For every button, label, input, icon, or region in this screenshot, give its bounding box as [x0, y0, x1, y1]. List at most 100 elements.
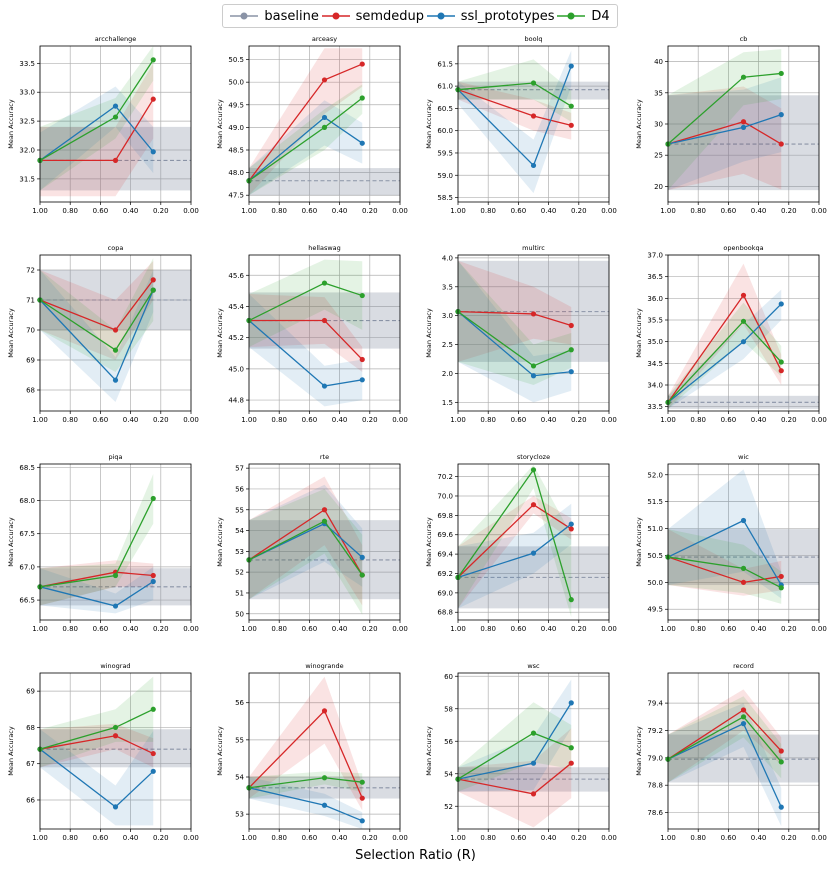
legend-item-D4: D4: [557, 9, 610, 24]
subplot-boolq: boolq Mean Accuracy 1.00 0.80 0.60 0.40 0.20 0.…: [425, 35, 617, 215]
y-tick-label: 69: [26, 688, 35, 696]
y-tick-label: 58.5: [437, 194, 453, 202]
plot-frame: [39, 463, 192, 621]
x-tick-label: 0.40: [332, 207, 348, 215]
baseline-band: [249, 168, 400, 196]
band-semdedup: [249, 676, 363, 811]
subplot-ylabel: Mean Accuracy: [7, 99, 15, 149]
point-ssl_prototypes: [530, 373, 537, 379]
point-ssl_prototypes: [112, 377, 119, 383]
y-tick-label: 45.6: [228, 272, 244, 280]
plot-frame: [457, 45, 610, 203]
x-tick-label: 0.80: [62, 416, 78, 424]
y-tick-label: 79.2: [647, 727, 663, 735]
band-semdedup: [249, 294, 363, 372]
x-tick-label: 0.40: [541, 834, 557, 842]
point-ssl_prototypes: [112, 103, 119, 109]
y-tick-label: 61.0: [437, 83, 453, 91]
point-D4: [568, 745, 574, 751]
band-ssl_prototypes: [40, 729, 154, 826]
x-tick-label: 0.00: [811, 834, 827, 842]
plot-frame: [39, 672, 192, 830]
point-semdedup: [112, 157, 119, 163]
x-tick-label: 0.00: [601, 625, 617, 633]
point-D4: [150, 706, 156, 712]
y-tick-label: 54: [235, 527, 244, 535]
subplot-ylabel: Mean Accuracy: [425, 517, 433, 567]
point-D4: [150, 287, 156, 293]
point-D4: [321, 280, 328, 286]
point-semdedup: [740, 707, 747, 713]
y-tick-label: 69.0: [437, 589, 453, 597]
band-D4: [668, 302, 782, 409]
x-tick-label: 0.80: [271, 834, 287, 842]
y-tick-label: 35.0: [647, 338, 663, 346]
x-tick-label: 0.80: [62, 834, 78, 842]
point-D4: [740, 565, 747, 571]
x-tick-label: 0.20: [571, 207, 587, 215]
x-tick-label: 0.40: [123, 207, 139, 215]
y-tick-label: 32.5: [19, 118, 35, 126]
baseline-band: [668, 95, 819, 191]
y-tick-label: 20: [654, 183, 663, 191]
x-tick-label: 0.40: [123, 416, 139, 424]
point-ssl_prototypes: [530, 550, 537, 556]
x-tick-label: 1.00: [241, 416, 257, 424]
subplot-title: copa: [108, 244, 124, 252]
point-ssl_prototypes: [112, 603, 119, 609]
point-semdedup: [530, 311, 537, 317]
plot-frame: [457, 254, 610, 412]
subplot-rte: rte Mean Accuracy 1.00 0.80 0.60 0.40 0.20 0.00…: [216, 453, 408, 633]
y-tick-label: 4.0: [442, 254, 453, 262]
subplot-title: wsc: [527, 662, 540, 670]
y-tick-label: 78.6: [647, 809, 663, 817]
x-tick-label: 0.20: [153, 416, 169, 424]
x-tick-label: 0.60: [302, 207, 318, 215]
y-tick-label: 48.5: [228, 147, 244, 155]
legend-label-semdedup: semdedup: [355, 8, 425, 24]
plot-frame: [667, 254, 820, 412]
x-tick-label: 0.60: [302, 625, 318, 633]
point-D4: [568, 597, 574, 603]
y-tick-label: 68: [26, 387, 35, 395]
band-ssl_prototypes: [668, 703, 782, 827]
x-tick-label: 0.00: [392, 834, 408, 842]
x-tick-label: 0.40: [123, 834, 139, 842]
y-tick-label: 59.5: [437, 149, 453, 157]
point-D4: [530, 730, 537, 736]
y-tick-label: 50.5: [228, 56, 244, 64]
point-semdedup: [778, 748, 784, 754]
subplot-ylabel: Mean Accuracy: [7, 308, 15, 358]
x-tick-label: 1.00: [660, 207, 676, 215]
y-tick-label: 60.5: [437, 105, 453, 113]
x-tick-label: 0.20: [571, 416, 587, 424]
subplot-multirc: multirc Mean Accuracy 1.00 0.80 0.60 0.40 0.20…: [425, 244, 617, 424]
x-tick-label: 0.20: [362, 207, 378, 215]
y-tick-label: 33.5: [647, 403, 663, 411]
y-tick-label: 36.5: [647, 273, 663, 281]
band-ssl_prototypes: [249, 294, 363, 407]
subplot-title: wic: [738, 453, 749, 461]
x-tick-label: 0.20: [153, 625, 169, 633]
x-tick-label: 1.00: [660, 416, 676, 424]
y-tick-label: 49.0: [228, 124, 244, 132]
band-semdedup: [668, 529, 782, 596]
point-semdedup: [740, 119, 747, 125]
y-tick-label: 56: [235, 485, 244, 493]
subplot-ylabel: Mean Accuracy: [216, 99, 224, 149]
band-ssl_prototypes: [40, 270, 154, 402]
point-semdedup: [530, 791, 537, 797]
y-tick-label: 66.5: [19, 597, 35, 605]
x-tick-label: 0.80: [271, 625, 287, 633]
x-tick-label: 0.80: [690, 625, 706, 633]
point-ssl_prototypes: [740, 721, 747, 727]
y-tick-label: 69.8: [437, 512, 453, 520]
point-semdedup: [568, 122, 574, 128]
y-tick-label: 49.5: [228, 101, 244, 109]
legend-swatch-semdedup: [321, 12, 350, 20]
legend-swatch-baseline: [230, 12, 259, 20]
plot-frame: [248, 672, 401, 830]
y-tick-label: 53: [235, 811, 244, 819]
legend-label-baseline: baseline: [264, 8, 319, 24]
x-tick-label: 0.80: [480, 207, 496, 215]
